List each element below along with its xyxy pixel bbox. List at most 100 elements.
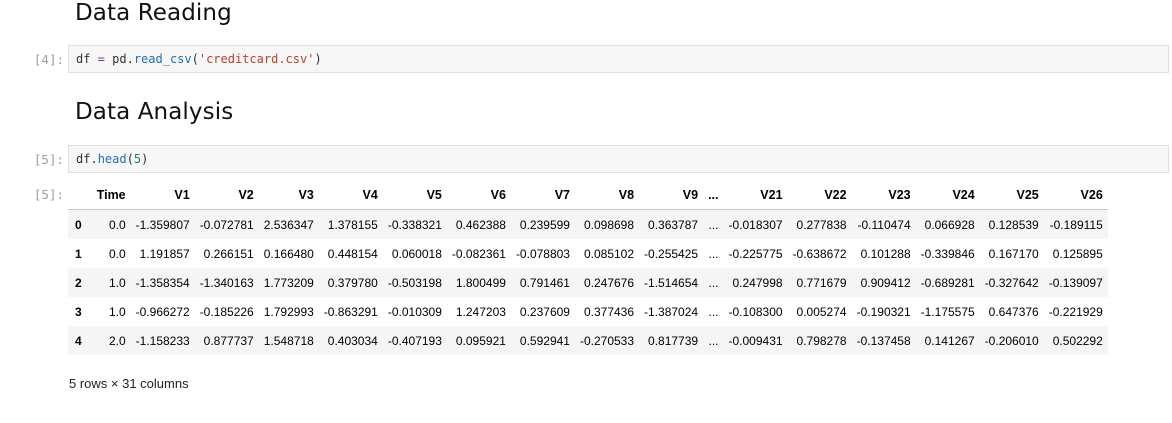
- table-cell: 0.798278: [796, 333, 847, 348]
- code-var: df: [76, 52, 91, 66]
- heading-data-reading: Data Reading: [75, 0, 232, 26]
- code-function: read_csv: [133, 52, 192, 66]
- column-header: V26: [1043, 181, 1108, 210]
- table-cell: -0.638672: [792, 246, 847, 261]
- table-cell: 0.817739: [648, 333, 699, 348]
- table-cell: 0.363787: [648, 217, 699, 232]
- table-cell: 0.592941: [519, 333, 570, 348]
- table-cell: 1.800499: [455, 275, 506, 290]
- table-cell: -0.863291: [323, 304, 378, 319]
- heading-data-analysis: Data Analysis: [75, 99, 234, 125]
- column-header: V3: [258, 181, 319, 210]
- table-cell: -0.255425: [644, 246, 699, 261]
- table-cell: 0.877737: [203, 333, 254, 348]
- table-cell: -0.503198: [387, 275, 442, 290]
- table-cell: 0.0: [108, 246, 126, 261]
- column-header: V9: [639, 181, 704, 210]
- table-cell: -0.206010: [984, 333, 1039, 348]
- table-cell: 0.791461: [519, 275, 570, 290]
- column-header: V23: [851, 181, 916, 210]
- table-cell: ...: [708, 246, 719, 261]
- column-header: V6: [446, 181, 511, 210]
- table-cell: -0.110474: [857, 217, 911, 232]
- column-header: V8: [574, 181, 640, 210]
- table-cell: 0.128539: [988, 217, 1039, 232]
- table-cell: -0.185226: [199, 304, 254, 319]
- table-cell: 0.101288: [860, 246, 911, 261]
- table-cell: -0.018307: [728, 217, 783, 232]
- dataframe-shape-summary: 5 rows × 31 columns: [69, 376, 189, 391]
- table-cell: -0.139097: [1048, 275, 1103, 290]
- table-cell: 0.771679: [796, 275, 847, 290]
- row-index: 3: [75, 304, 82, 319]
- row-index: 0: [75, 217, 82, 232]
- table-cell: 1.378155: [327, 217, 378, 232]
- output-prompt-5: [5]:: [33, 187, 64, 202]
- header-row: Time V1 V2 V3 V4 V5 V6 V7 V8 V9... V21 V22 V23 V24 V25…: [68, 181, 1108, 210]
- table-cell: 1.247203: [455, 304, 506, 319]
- column-header: V5: [382, 181, 447, 210]
- table-cell: 0.277838: [796, 217, 847, 232]
- table-cell: 0.060018: [391, 246, 442, 261]
- dataframe-header: Time V1 V2 V3 V4 V5 V6 V7 V8 V9... V21 V22 V23 V24 V25…: [68, 181, 1108, 210]
- table-row: 2 1.0 -1.358354 -1.340163 1.773209 0.379780 -0…: [68, 268, 1108, 297]
- table-cell: 0.647376: [988, 304, 1039, 319]
- table-cell: 0.266151: [203, 246, 254, 261]
- table-cell: 1.0: [108, 275, 126, 290]
- table-cell: -1.175575: [920, 304, 975, 319]
- table-cell: -0.108300: [728, 304, 783, 319]
- table-row: 4 2.0 -1.158233 0.877737 1.548718 0.403034 -0.…: [68, 326, 1108, 355]
- table-cell: -0.009431: [728, 333, 783, 348]
- table-cell: 0.005274: [796, 304, 847, 319]
- column-header: V2: [194, 181, 259, 210]
- table-cell: 1.773209: [263, 275, 314, 290]
- table-cell: -1.158233: [135, 333, 190, 348]
- table-cell: 0.239599: [519, 217, 570, 232]
- code-paren-close: ): [314, 52, 322, 66]
- table-cell: 1.792993: [263, 304, 314, 319]
- code-cell-read-csv[interactable]: df = pd.read_csv('creditcard.csv'): [68, 45, 1169, 73]
- table-cell: -1.387024: [644, 304, 699, 319]
- column-header: V24: [915, 181, 980, 210]
- table-cell: 0.462388: [455, 217, 506, 232]
- row-index: 2: [75, 275, 82, 290]
- table-cell: 0.141267: [924, 333, 975, 348]
- row-index: 1: [75, 246, 82, 261]
- code-string: 'creditcard.csv': [198, 52, 315, 66]
- table-cell: -0.010309: [387, 304, 442, 319]
- code-paren-open: (: [191, 52, 199, 66]
- table-cell: 0.166480: [263, 246, 314, 261]
- table-cell: -0.327642: [984, 275, 1039, 290]
- table-cell: -0.338321: [387, 217, 442, 232]
- table-cell: -0.190321: [856, 304, 911, 319]
- table-cell: 2.0: [108, 333, 126, 348]
- table-cell: 0.237609: [519, 304, 570, 319]
- table-cell: -0.966272: [135, 304, 190, 319]
- table-cell: 0.247998: [732, 275, 783, 290]
- table-cell: ...: [708, 304, 719, 319]
- table-cell: -0.689281: [920, 275, 975, 290]
- code-function: head: [97, 152, 127, 166]
- table-cell: -1.359807: [135, 217, 190, 232]
- code-operator: =: [90, 52, 113, 66]
- code-cell-head[interactable]: df.head(5): [68, 145, 1169, 173]
- code-paren-open: (: [126, 152, 134, 166]
- table-cell: -1.340163: [199, 275, 254, 290]
- index-header: [68, 181, 92, 210]
- table-cell: -0.078803: [515, 246, 570, 261]
- table-cell: 0.095921: [455, 333, 506, 348]
- table-cell: 0.379780: [327, 275, 378, 290]
- table-cell: ...: [708, 333, 719, 348]
- table-cell: -0.189115: [1049, 217, 1103, 232]
- table-row: 0 0.0 -1.359807 -0.072781 2.536347 1.378155 -0…: [68, 209, 1108, 239]
- code-var: df.: [76, 152, 98, 166]
- table-row: 3 1.0 -0.966272 -0.185226 1.792993 -0.863291-…: [68, 297, 1108, 326]
- table-cell: -0.137458: [856, 333, 911, 348]
- table-cell: 0.098698: [583, 217, 635, 232]
- table-cell: 0.0: [108, 217, 126, 232]
- table-cell: -0.339846: [920, 246, 975, 261]
- code-paren-close: ): [141, 152, 149, 166]
- table-cell: -0.221929: [1048, 304, 1103, 319]
- table-cell: 1.548718: [263, 333, 314, 348]
